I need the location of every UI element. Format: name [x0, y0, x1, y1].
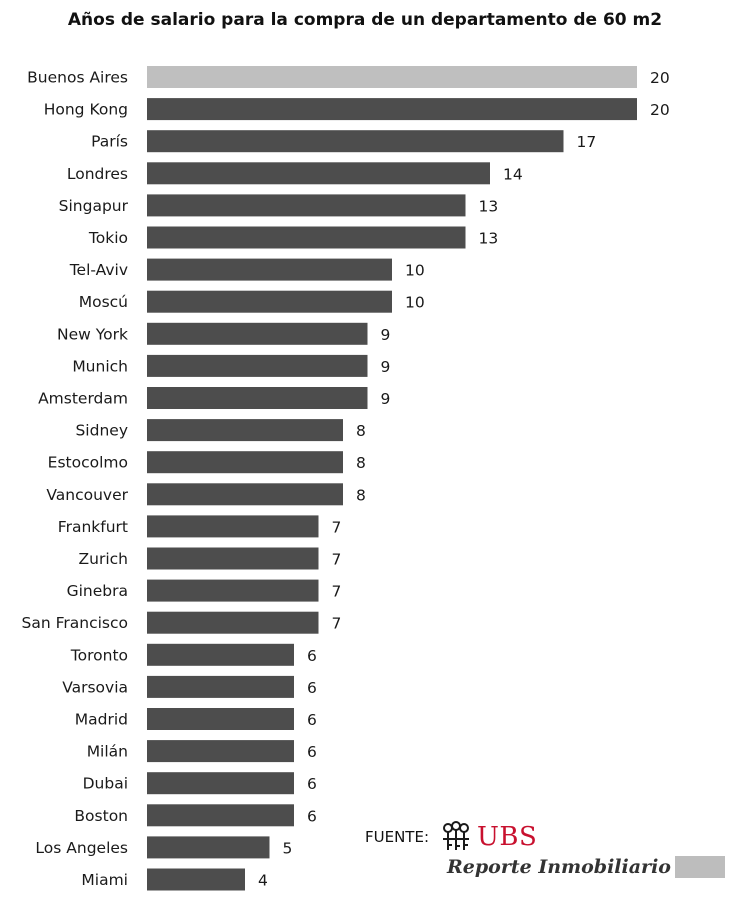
data-label: 7 — [332, 615, 342, 633]
bar — [147, 643, 294, 666]
category-label: Zurich — [79, 550, 128, 568]
data-label: 14 — [503, 165, 523, 183]
category-label: Ginebra — [67, 582, 128, 600]
data-label: 8 — [356, 454, 366, 472]
brand-text: Reporte Inmobiliario — [447, 856, 671, 878]
data-label: 8 — [356, 422, 366, 440]
category-label: Singapur — [59, 197, 129, 215]
bar — [147, 290, 392, 313]
data-label: 20 — [650, 69, 670, 87]
source-attribution: FUENTE: UBS — [365, 820, 537, 854]
bar — [147, 483, 343, 506]
bar — [147, 451, 343, 474]
bar — [147, 515, 319, 538]
category-label: Munich — [72, 357, 128, 375]
category-label: Tel-Aviv — [69, 261, 128, 279]
category-label: Tokio — [88, 229, 128, 247]
bar — [147, 66, 637, 88]
data-label: 6 — [307, 679, 317, 697]
data-label: 13 — [479, 197, 499, 215]
category-label: Sidney — [75, 422, 128, 440]
category-label: Varsovia — [62, 678, 128, 696]
data-label: 4 — [258, 872, 268, 890]
data-label: 7 — [332, 551, 342, 569]
brand-swatch — [674, 856, 725, 878]
category-label: Estocolmo — [48, 454, 128, 472]
data-label: 7 — [332, 518, 342, 536]
data-label: 13 — [479, 230, 499, 248]
data-label: 10 — [405, 294, 425, 312]
data-label: 6 — [307, 743, 317, 761]
category-label: Los Angeles — [35, 839, 128, 857]
ubs-logo-text: UBS — [477, 822, 538, 852]
bar — [147, 740, 294, 763]
data-label: 6 — [307, 711, 317, 729]
bar — [147, 98, 637, 121]
category-label: Vancouver — [46, 486, 128, 504]
category-label: Dubai — [83, 775, 128, 793]
data-label: 6 — [307, 775, 317, 793]
category-label: París — [91, 133, 128, 151]
category-label: Moscú — [79, 293, 128, 311]
data-label: 9 — [381, 390, 391, 408]
data-label: 20 — [650, 101, 670, 119]
bar — [147, 130, 564, 153]
category-label: Hong Kong — [44, 101, 128, 119]
bar — [147, 419, 343, 442]
data-label: 8 — [356, 486, 366, 504]
category-label: Amsterdam — [38, 390, 128, 408]
bar — [147, 354, 368, 377]
data-label: 6 — [307, 647, 317, 665]
bar — [147, 194, 466, 217]
source-label: FUENTE: — [365, 828, 429, 846]
category-label: Miami — [81, 871, 128, 889]
category-label: New York — [57, 325, 128, 343]
bar — [147, 547, 319, 570]
ubs-keys-icon — [443, 821, 469, 850]
bar — [147, 868, 245, 891]
bar — [147, 162, 490, 185]
data-label: 5 — [283, 839, 293, 857]
data-label: 7 — [332, 583, 342, 601]
category-label: Londres — [67, 165, 128, 183]
category-label: Toronto — [70, 646, 128, 664]
category-label: Buenos Aires — [27, 69, 128, 87]
bar — [147, 708, 294, 730]
bar — [147, 836, 270, 859]
data-label: 9 — [381, 358, 391, 376]
bar — [147, 322, 368, 345]
category-label: Madrid — [75, 711, 128, 729]
category-label: San Francisco — [22, 614, 128, 632]
bar — [147, 226, 466, 249]
bar — [147, 387, 368, 409]
bar — [147, 611, 319, 634]
data-label: 6 — [307, 807, 317, 825]
data-label: 17 — [577, 133, 597, 151]
bar — [147, 772, 294, 795]
data-label: 9 — [381, 326, 391, 344]
category-label: Milán — [87, 743, 128, 761]
category-label: Boston — [74, 807, 128, 825]
bar — [147, 258, 392, 281]
ubs-logo: UBS — [439, 820, 537, 854]
bar — [147, 804, 294, 827]
data-label: 10 — [405, 262, 425, 280]
bar — [147, 579, 319, 602]
bar — [147, 675, 294, 698]
chart-title: Años de salario para la compra de un dep… — [67, 10, 663, 30]
category-label: Frankfurt — [58, 518, 128, 536]
brand-watermark: Reporte Inmobiliario — [447, 856, 725, 878]
